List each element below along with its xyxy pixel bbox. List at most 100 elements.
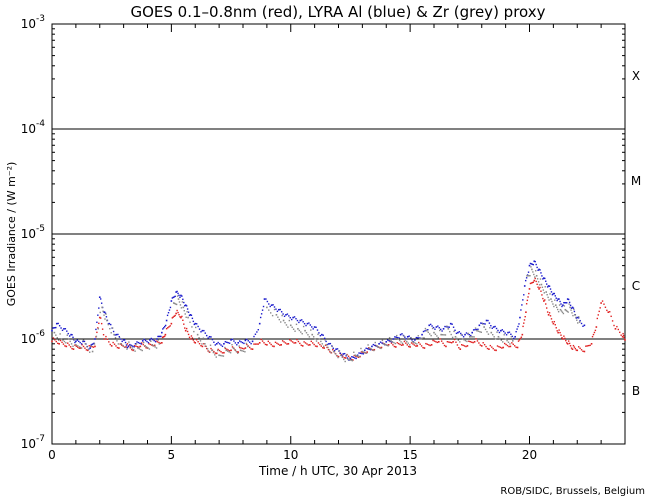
series-lyra-al-proxy: [51, 260, 586, 361]
data-point-interp: [460, 332, 462, 335]
data-point-interp: [245, 342, 248, 345]
data-point-interp: [500, 339, 503, 341]
data-point-interp: [289, 317, 291, 319]
data-point-interp: [197, 341, 199, 343]
data-point-interp: [145, 347, 147, 349]
flare-class-lines: [52, 128, 625, 340]
data-point-interp: [71, 347, 73, 350]
data-point: [156, 338, 158, 340]
data-point-interp: [450, 333, 452, 336]
data-point-interp: [598, 310, 600, 313]
data-point-interp: [288, 319, 291, 322]
data-point-interp: [279, 308, 281, 311]
data-point-interp: [188, 336, 191, 339]
data-point-interp: [339, 352, 342, 355]
data-point: [600, 302, 602, 304]
data-point-interp: [527, 296, 529, 298]
data-point-interp: [326, 343, 329, 346]
data-point: [94, 338, 96, 340]
data-point-interp: [465, 345, 467, 348]
data-point-interp: [157, 335, 159, 338]
data-point-interp: [545, 280, 547, 282]
data-point: [383, 343, 385, 345]
data-point-interp: [107, 323, 110, 326]
data-point: [180, 294, 182, 297]
data-point-interp: [499, 346, 502, 349]
data-point-interp: [280, 321, 282, 323]
data-point-interp: [78, 346, 81, 348]
data-point-interp: [125, 344, 128, 346]
data-point-interp: [305, 332, 308, 334]
data-point-interp: [282, 313, 284, 315]
data-point-interp: [320, 345, 323, 347]
data-point-interp: [542, 297, 544, 300]
data-point-interp: [211, 338, 214, 341]
data-point-interp: [290, 340, 292, 342]
data-point-interp: [329, 351, 331, 353]
data-point-interp: [55, 340, 57, 343]
data-point-interp: [545, 303, 547, 305]
data-point-interp: [523, 294, 525, 296]
data-point-interp: [542, 289, 545, 291]
data-point-interp: [302, 325, 305, 328]
data-point-interp: [554, 299, 556, 301]
data-point-interp: [117, 343, 120, 345]
data-point-interp: [400, 344, 403, 346]
data-point: [409, 346, 411, 348]
data-point: [416, 345, 419, 347]
data-point-interp: [66, 334, 68, 336]
data-point-interp: [320, 340, 322, 343]
data-point: [502, 346, 505, 349]
data-point: [318, 338, 321, 340]
data-point-interp: [559, 331, 561, 334]
data-point-interp: [342, 355, 344, 357]
data-point: [139, 345, 142, 348]
data-point-interp: [203, 343, 205, 345]
data-point: [390, 340, 392, 342]
data-point: [332, 350, 335, 353]
data-point-interp: [262, 305, 265, 308]
data-point-interp: [540, 290, 542, 292]
data-point-interp: [235, 350, 238, 353]
data-point-interp: [486, 347, 489, 350]
data-point: [373, 348, 376, 351]
data-point-interp: [364, 351, 366, 354]
data-point-interp: [455, 332, 458, 335]
data-point-interp: [200, 331, 202, 333]
x-tick-label: 0: [48, 448, 56, 462]
data-point-interp: [367, 344, 369, 346]
data-point-interp: [316, 329, 319, 331]
data-point: [533, 260, 536, 263]
data-point-interp: [418, 341, 420, 344]
data-point-interp: [563, 305, 566, 307]
data-point: [237, 351, 240, 353]
data-point: [101, 306, 103, 309]
data-point-interp: [528, 275, 530, 277]
data-point-interp: [193, 330, 195, 333]
data-point-interp: [157, 339, 159, 341]
data-point: [153, 344, 156, 347]
data-point-interp: [114, 337, 117, 339]
data-point-interp: [532, 271, 534, 273]
data-point-interp: [439, 329, 441, 332]
data-point-interp: [344, 360, 346, 363]
data-point-interp: [256, 331, 258, 333]
data-point-interp: [148, 348, 151, 350]
data-point-interp: [62, 339, 64, 341]
data-point: [397, 338, 399, 340]
data-point-interp: [436, 335, 438, 337]
data-point-interp: [101, 328, 104, 330]
data-point-interp: [119, 343, 121, 345]
data-point-interp: [552, 303, 554, 305]
data-point-interp: [214, 344, 217, 346]
data-point: [60, 338, 63, 340]
data-point: [485, 319, 488, 322]
data-point-interp: [556, 330, 558, 332]
data-point-interp: [453, 330, 455, 333]
data-point-interp: [493, 349, 496, 351]
data-point-interp: [72, 345, 74, 347]
data-point-interp: [553, 292, 556, 295]
data-point: [278, 308, 280, 311]
data-point-interp: [434, 328, 436, 330]
data-point-interp: [160, 335, 162, 338]
